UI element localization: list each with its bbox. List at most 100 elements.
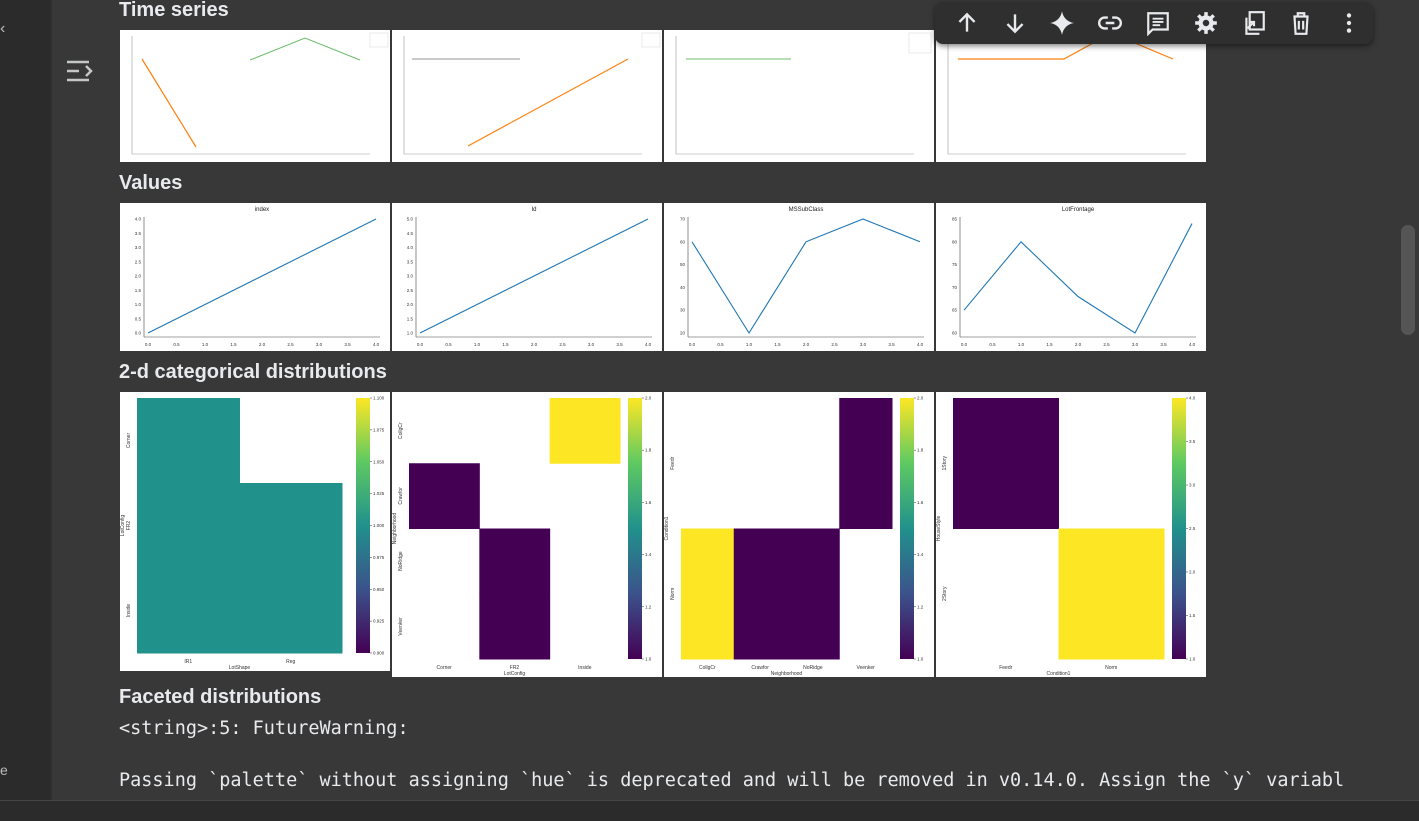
mirror-cell-icon[interactable] bbox=[1230, 2, 1278, 44]
heatmap-cell bbox=[479, 528, 551, 595]
time-series-chart-2 bbox=[392, 30, 662, 162]
more-vert-icon[interactable] bbox=[1325, 2, 1373, 44]
x-axis-label: LotShape bbox=[229, 665, 251, 671]
time-series-chart-4 bbox=[936, 30, 1206, 162]
move-down-icon[interactable] bbox=[991, 2, 1039, 44]
colorbar bbox=[628, 398, 642, 659]
x-tick-label: Inside bbox=[578, 665, 592, 671]
colorbar-tick-label: 1.0 bbox=[645, 657, 652, 662]
chart-title: index bbox=[255, 207, 269, 213]
heatmap-neighborhood-condition1: CollgCr Crawfor NoRidge Veenker Feedr Norm Nei… bbox=[664, 396, 924, 678]
section-title-faceted: Faceted distributions bbox=[119, 686, 322, 708]
y-tick-label: 5.0 bbox=[407, 217, 414, 222]
y-tick-label: Inside bbox=[126, 604, 132, 618]
move-up-icon[interactable] bbox=[943, 2, 991, 44]
time-series-chart-1 bbox=[120, 30, 390, 162]
series-line bbox=[963, 223, 1193, 334]
y-tick-label: 1.0 bbox=[407, 331, 414, 336]
series-line bbox=[691, 218, 921, 335]
y-tick-label: 2Story bbox=[942, 586, 948, 601]
colorbar-tick-label: 1.0 bbox=[917, 657, 924, 662]
output-message-line: Passing `palette` without assigning `hue… bbox=[119, 770, 1345, 791]
x-tick-label: CollgCr bbox=[699, 665, 716, 671]
y-tick-label: Corner bbox=[126, 433, 132, 449]
colorbar-tick-label: 0.900 bbox=[373, 651, 385, 656]
y-tick-label: 4.0 bbox=[407, 245, 414, 250]
colorbar-tick-label: 3.5 bbox=[1189, 439, 1196, 444]
x-tick-label: Reg bbox=[286, 659, 295, 665]
y-tick-label: 1.5 bbox=[407, 316, 414, 321]
delete-icon[interactable] bbox=[1277, 2, 1325, 44]
comment-icon[interactable] bbox=[1134, 2, 1182, 44]
heatmap-cell bbox=[733, 528, 787, 660]
y-axis-label: Neighborhood bbox=[392, 513, 398, 545]
output-collapse-icon[interactable] bbox=[64, 56, 96, 86]
y-tick-label: 40 bbox=[680, 285, 686, 290]
heatmap-lotshape-lotconfig: IR1 Reg Corner FR2 Inside LotShape LotConfig 0.… bbox=[120, 396, 385, 672]
x-tick-label: 1.5 bbox=[774, 342, 781, 347]
heatmap-cell bbox=[137, 398, 240, 484]
colorbar-tick-label: 4.0 bbox=[1189, 396, 1196, 401]
x-tick-label: 0.5 bbox=[717, 342, 724, 347]
x-tick-label: 2.5 bbox=[559, 342, 566, 347]
x-tick-label: 2.0 bbox=[1075, 342, 1082, 347]
y-tick-label: Crawfor bbox=[398, 487, 404, 505]
scrollbar-thumb[interactable] bbox=[1401, 225, 1415, 335]
values-chart-index: index 0.0 0.5 1.0 1.5 2.0 2.5 3.0 3.5 4.0 0.0 0.5 1.… bbox=[135, 207, 380, 347]
heatmap-lotconfig-neighborhood: Corner FR2 Inside CollgCr Crawfor NoRidge Veen… bbox=[392, 396, 652, 678]
y-tick-label: 3.5 bbox=[407, 259, 414, 264]
x-tick-label: Corner bbox=[437, 665, 453, 671]
x-tick-label: 1.5 bbox=[1046, 342, 1053, 347]
y-tick-label: 85 bbox=[952, 217, 958, 222]
scrollbar-track[interactable] bbox=[1399, 0, 1419, 800]
x-tick-label: 2.5 bbox=[1103, 342, 1110, 347]
colorbar bbox=[1172, 398, 1186, 659]
x-tick-label: 1.5 bbox=[502, 342, 509, 347]
colorbar-tick-label: 1.8 bbox=[645, 448, 652, 453]
heatmap-cell bbox=[409, 463, 480, 529]
x-tick-label: 1.0 bbox=[202, 342, 209, 347]
time-series-chart-3 bbox=[664, 30, 934, 162]
y-tick-label: 1.0 bbox=[135, 302, 142, 307]
x-tick-label: 0.5 bbox=[173, 342, 180, 347]
x-axis-label: LotConfig bbox=[504, 671, 526, 677]
x-tick-label: Norm bbox=[1105, 665, 1117, 671]
gemini-spark-icon[interactable] bbox=[1039, 2, 1087, 44]
heatmap-cell bbox=[137, 483, 240, 569]
settings-gear-icon[interactable] bbox=[1182, 2, 1230, 44]
heatmap-condition1-housestyle: Feedr Norm 1Story 2Story Condition1 HouseStyl… bbox=[936, 396, 1196, 678]
colorbar-tick-label: 1.000 bbox=[373, 523, 385, 528]
rail-chevron-icon[interactable]: ‹ bbox=[0, 20, 6, 37]
y-tick-label: Veenker bbox=[398, 617, 404, 636]
x-tick-label: 2.0 bbox=[803, 342, 810, 347]
y-tick-label: 3.0 bbox=[407, 274, 414, 279]
colorbar-tick-label: 1.5 bbox=[1189, 613, 1196, 618]
x-tick-label: Feedr bbox=[999, 665, 1012, 671]
colorbar-tick-label: 1.8 bbox=[917, 448, 924, 453]
x-tick-label: 3.5 bbox=[1160, 342, 1167, 347]
x-tick-label: 4.0 bbox=[645, 342, 652, 347]
y-tick-label: 4.0 bbox=[135, 217, 142, 222]
x-tick-label: 3.0 bbox=[860, 342, 867, 347]
x-tick-label: 1.0 bbox=[1018, 342, 1025, 347]
x-tick-label: Crawfor bbox=[751, 665, 769, 671]
chart-title: Id bbox=[531, 207, 536, 213]
x-tick-label: FR2 bbox=[510, 665, 520, 671]
colorbar bbox=[356, 398, 370, 653]
y-axis-label: Condition1 bbox=[664, 516, 670, 540]
y-tick-label: 75 bbox=[952, 262, 958, 267]
x-axis-label: Condition1 bbox=[1047, 671, 1071, 677]
section-title-time-series: Time series bbox=[119, 0, 229, 21]
colorbar-tick-label: 1.4 bbox=[917, 552, 924, 557]
y-tick-label: 2.0 bbox=[407, 302, 414, 307]
colorbar-tick-label: 1.6 bbox=[645, 500, 652, 505]
section-title-2d-categorical: 2-d categorical distributions bbox=[119, 361, 387, 383]
cell-toolbar bbox=[935, 2, 1373, 44]
y-tick-label: 60 bbox=[680, 239, 686, 244]
y-tick-label: 50 bbox=[680, 262, 686, 267]
values-chart-mssubclass: MSSubClass 0.0 0.5 1.0 1.5 2.0 2.5 3.0 3.5 4.0 20 3… bbox=[680, 207, 924, 347]
x-tick-label: 2.0 bbox=[531, 342, 538, 347]
link-icon[interactable] bbox=[1086, 2, 1134, 44]
colorbar-tick-label: 1.050 bbox=[373, 459, 385, 464]
y-tick-label: 2.5 bbox=[407, 288, 414, 293]
